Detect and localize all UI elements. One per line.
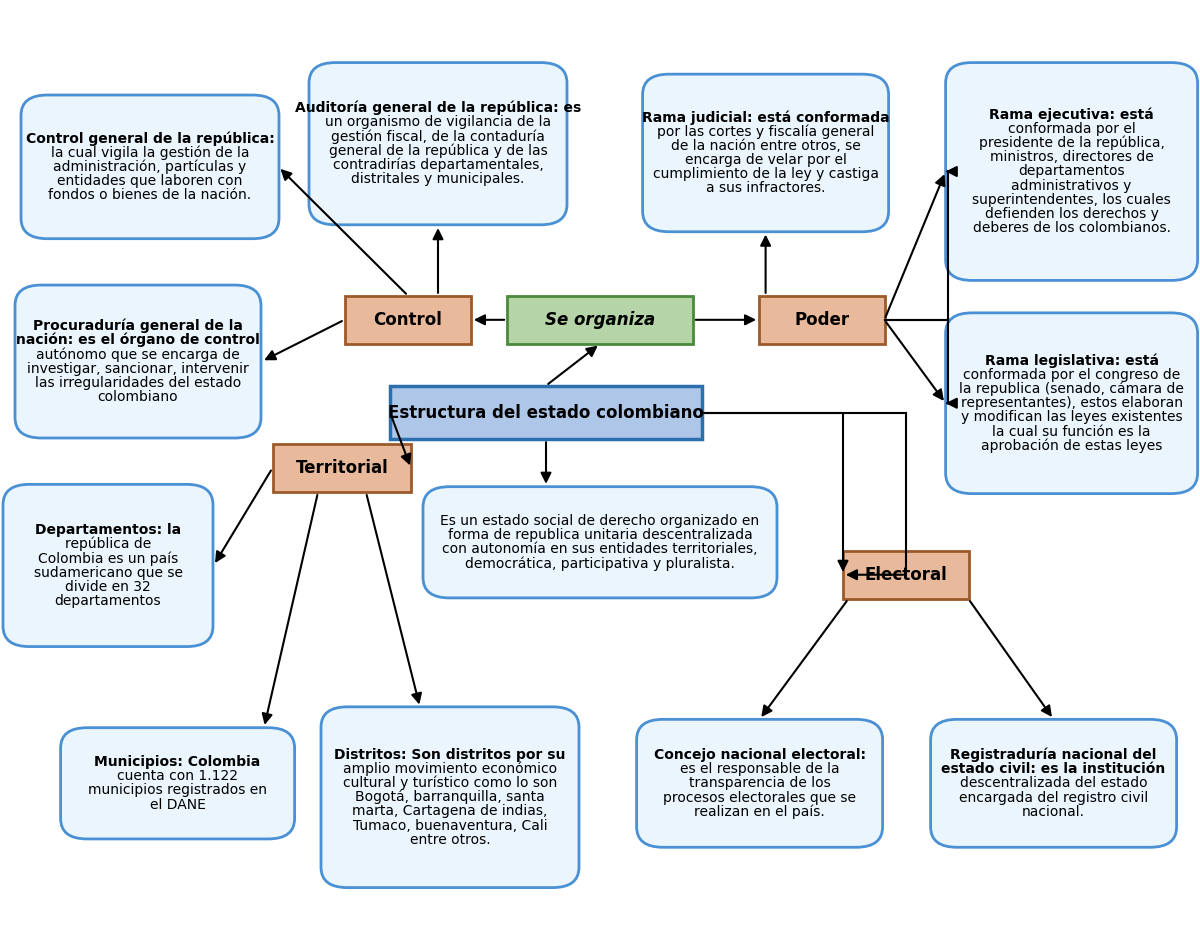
Text: la cual su función es la: la cual su función es la [992,425,1151,438]
Text: Se organiza: Se organiza [545,311,655,329]
FancyBboxPatch shape [4,485,214,647]
FancyBboxPatch shape [946,313,1198,494]
Text: descentralizada del estado: descentralizada del estado [960,776,1147,791]
Text: encarga de velar por el: encarga de velar por el [685,153,846,167]
Text: por las cortes y fiscalía general: por las cortes y fiscalía general [656,124,875,139]
Text: el DANE: el DANE [150,797,205,812]
Text: forma de republica unitaria descentralizada: forma de republica unitaria descentraliz… [448,528,752,542]
Text: autónomo que se encarga de: autónomo que se encarga de [36,348,240,362]
Text: ministros, directores de: ministros, directores de [990,150,1153,164]
Text: Colombia es un país: Colombia es un país [38,552,178,565]
Text: Poder: Poder [794,311,850,329]
Text: municipios registrados en: municipios registrados en [88,783,268,797]
Text: marta, Cartagena de indias,: marta, Cartagena de indias, [353,805,547,819]
Text: entre otros.: entre otros. [409,832,491,847]
FancyBboxPatch shape [310,63,568,225]
Text: conformada por el congreso de: conformada por el congreso de [962,368,1181,382]
Text: cultural y turístico como lo son: cultural y turístico como lo son [343,776,557,791]
Text: contradirías departamentales,: contradirías departamentales, [332,158,544,172]
Text: departamentos: departamentos [55,594,161,608]
Text: república de: república de [65,537,151,552]
Text: Control: Control [373,311,443,329]
Text: Territorial: Territorial [295,459,389,477]
Text: Procuraduría general de la: Procuraduría general de la [34,319,242,334]
Text: Rama ejecutiva: está: Rama ejecutiva: está [989,108,1154,122]
Text: gestión fiscal, de la contaduría: gestión fiscal, de la contaduría [331,130,545,144]
Text: Electoral: Electoral [865,565,947,584]
Text: presidente de la república,: presidente de la república, [979,136,1164,150]
Text: deberes de los colombianos.: deberes de los colombianos. [972,222,1171,235]
Text: la republica (senado, cámara de: la republica (senado, cámara de [959,382,1184,397]
Text: transparencia de los: transparencia de los [689,776,830,791]
Text: Auditoría general de la república: es: Auditoría general de la república: es [295,101,581,116]
Text: realizan en el país.: realizan en el país. [695,805,824,819]
FancyBboxPatch shape [274,444,410,492]
Text: Concejo nacional electoral:: Concejo nacional electoral: [654,748,865,762]
Text: Rama legislativa: está: Rama legislativa: está [984,353,1159,368]
Text: fondos o bienes de la nación.: fondos o bienes de la nación. [48,188,252,202]
Text: procesos electorales que se: procesos electorales que se [664,791,856,805]
Text: Distritos: Son distritos por su: Distritos: Son distritos por su [335,747,565,762]
Text: superintendentes, los cuales: superintendentes, los cuales [972,193,1171,207]
Text: departamentos: departamentos [1019,164,1124,179]
Text: defienden los derechos y: defienden los derechos y [985,207,1158,222]
Text: cumplimiento de la ley y castiga: cumplimiento de la ley y castiga [653,167,878,182]
Text: Es un estado social de derecho organizado en: Es un estado social de derecho organizad… [440,514,760,528]
Text: Tumaco, buenaventura, Cali: Tumaco, buenaventura, Cali [353,819,547,832]
FancyBboxPatch shape [22,95,278,239]
Text: de la nación entre otros, se: de la nación entre otros, se [671,139,860,153]
Text: a sus infractores.: a sus infractores. [706,182,826,196]
Text: Rama judicial: está conformada: Rama judicial: está conformada [642,110,889,125]
Text: divide en 32: divide en 32 [65,579,151,594]
FancyBboxPatch shape [931,719,1176,847]
FancyBboxPatch shape [16,286,262,438]
Text: distritales y municipales.: distritales y municipales. [352,172,524,186]
Text: amplio movimiento económico: amplio movimiento económico [343,762,557,776]
Text: general de la república y de las: general de la república y de las [329,144,547,158]
Text: nación: es el órgano de control: nación: es el órgano de control [16,333,260,348]
Text: encargada del registro civil: encargada del registro civil [959,791,1148,805]
Text: Departamentos: la: Departamentos: la [35,523,181,537]
Text: un organismo de vigilancia de la: un organismo de vigilancia de la [325,115,551,130]
Text: investigar, sancionar, intervenir: investigar, sancionar, intervenir [28,362,248,375]
Text: representantes), estos elaboran: representantes), estos elaboran [960,396,1183,411]
FancyBboxPatch shape [842,551,970,599]
Text: administrativos y: administrativos y [1012,179,1132,193]
FancyBboxPatch shape [636,719,882,847]
Text: Estructura del estado colombiano: Estructura del estado colombiano [388,403,704,422]
Text: sudamericano que se: sudamericano que se [34,565,182,579]
Text: administración, partículas y: administración, partículas y [53,159,247,174]
FancyBboxPatch shape [946,63,1198,281]
FancyBboxPatch shape [390,386,702,439]
FancyBboxPatch shape [424,487,778,598]
Text: aprobación de estas leyes: aprobación de estas leyes [980,438,1163,453]
Text: estado civil: es la institución: estado civil: es la institución [942,762,1165,776]
Text: y modifican las leyes existentes: y modifican las leyes existentes [961,411,1182,425]
Text: colombiano: colombiano [97,390,179,404]
Text: nacional.: nacional. [1022,805,1085,819]
Text: la cual vigila la gestión de la: la cual vigila la gestión de la [50,146,250,160]
Text: es el responsable de la: es el responsable de la [679,762,840,776]
FancyBboxPatch shape [760,296,886,344]
Text: Control general de la república:: Control general de la república: [25,132,275,146]
Text: democrática, participativa y pluralista.: democrática, participativa y pluralista. [466,556,734,571]
Text: conformada por el: conformada por el [1008,121,1135,136]
FancyBboxPatch shape [643,74,888,232]
Text: Bogotá, barranquilla, santa: Bogotá, barranquilla, santa [355,790,545,805]
FancyBboxPatch shape [60,728,295,839]
Text: Municipios: Colombia: Municipios: Colombia [95,755,260,769]
FancyBboxPatch shape [322,706,580,888]
Text: Registraduría nacional del: Registraduría nacional del [950,748,1157,762]
FancyBboxPatch shape [346,296,470,344]
Text: entidades que laboren con: entidades que laboren con [58,174,242,188]
Text: las irregularidades del estado: las irregularidades del estado [35,375,241,390]
FancyBboxPatch shape [508,296,694,344]
Text: cuenta con 1.122: cuenta con 1.122 [118,769,238,783]
Text: con autonomía en sus entidades territoriales,: con autonomía en sus entidades territori… [443,542,757,556]
